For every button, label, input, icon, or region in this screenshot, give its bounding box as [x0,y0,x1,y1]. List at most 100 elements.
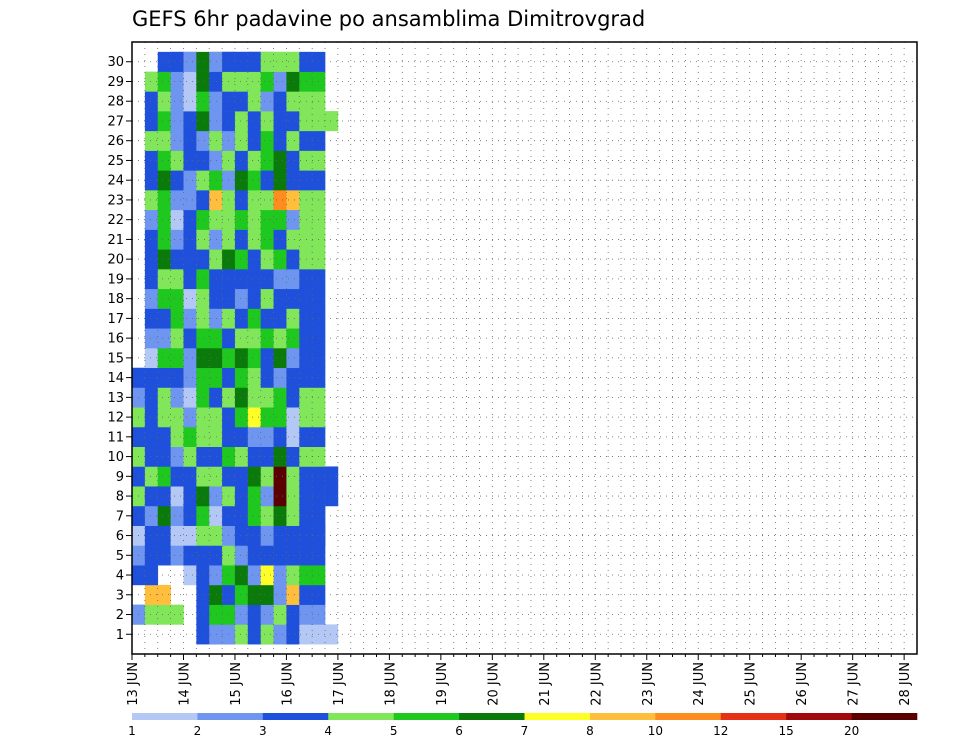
x-date-label: 18 JUN [383,662,398,706]
x-date-label: 16 JUN [280,662,295,706]
precip-cell [209,91,223,112]
precip-cell [183,426,197,448]
x-date-label: 27 JUN [847,662,862,706]
precip-cell [234,466,249,487]
colorbar-label: 3 [259,724,267,738]
y-tick-label: 19 [107,272,124,287]
colorbar-swatch [720,713,787,720]
x-date-label: 14 JUN [177,662,192,706]
x-date-label: 23 JUN [641,662,656,706]
x-date-label: 26 JUN [795,662,810,706]
y-tick-label: 7 [116,509,124,524]
precip-cell [234,525,249,546]
colorbar-label: 8 [586,724,594,738]
x-date-label: 17 JUN [332,662,347,706]
y-tick-label: 14 [107,371,124,386]
precip-cell [144,565,159,586]
colorbar-swatch [851,713,918,720]
precip-cell [157,288,184,309]
precip-cell [170,269,184,290]
precip-cell [196,466,210,487]
precip-cell [209,111,223,132]
y-tick-label: 24 [107,174,124,189]
precip-cell [170,466,184,487]
colorbar-swatch [786,713,852,720]
colorbar-label: 4 [324,724,332,738]
x-date-label: 21 JUN [538,662,553,706]
colorbar-label: 15 [779,724,794,738]
precip-cell [157,505,171,526]
colorbar-label: 20 [844,724,859,738]
y-tick-label: 2 [116,608,124,623]
precip-cell [209,308,223,329]
y-tick-label: 15 [107,351,124,366]
y-tick-label: 28 [107,95,124,110]
x-date-label: 15 JUN [229,662,244,706]
colorbar-label: 2 [194,724,202,738]
x-date-label: 19 JUN [435,662,450,706]
colorbar-swatch [393,713,460,720]
colorbar-label: 10 [648,724,663,738]
precip-cell [144,71,159,92]
colorbar-swatch [262,713,329,720]
colorbar-swatch [459,713,525,720]
y-tick-label: 26 [107,134,124,149]
grid-lines [131,42,917,654]
y-tick-label: 11 [107,430,124,445]
y-tick-label: 23 [107,193,124,208]
precip-cell [286,426,300,448]
precip-cell [144,328,159,349]
precip-cell [286,604,300,625]
x-date-label: 22 JUN [589,662,604,706]
precip-cell [196,584,210,605]
y-tick-label: 20 [107,253,124,268]
y-tick-label: 21 [107,233,124,248]
y-tick-label: 22 [107,213,124,228]
precip-cell [183,51,197,72]
x-date-label: 13 JUN [126,662,141,706]
x-date-label: 20 JUN [486,662,501,706]
y-tick-label: 16 [107,332,124,347]
y-tick-label: 29 [107,75,124,90]
precip-cell [286,624,300,645]
y-tick-label: 4 [116,569,124,584]
precip-cell [196,269,210,290]
y-tick-label: 1 [116,628,124,643]
x-axis: 13 JUN 14 JUN 15 JUN 16 JUN 17 JUN 18 JUN 19 J… [126,654,913,706]
x-date-label: 25 JUN [744,662,759,706]
colorbar-swatch [197,713,264,720]
y-axis: 1234567891011121314151617181920212223242… [107,55,132,643]
colorbar-label: 7 [521,724,529,738]
precip-cell [209,288,223,309]
y-tick-label: 9 [116,470,124,485]
y-tick-label: 3 [116,588,124,603]
colorbar-label: 5 [390,724,398,738]
plot-frame [131,41,918,655]
precip-cell [144,288,159,309]
colorbar-swatch [132,713,198,720]
precip-cell [183,190,197,211]
precip-cell [144,525,171,546]
y-tick-label: 6 [116,529,124,544]
y-tick-label: 30 [107,55,124,70]
colorbar-swatch [524,713,591,720]
y-tick-label: 27 [107,114,124,129]
precip-cell [144,111,159,132]
colorbar-label: 6 [455,724,463,738]
precip-cell [247,525,261,546]
y-tick-label: 12 [107,411,124,426]
precip-cell [183,229,197,250]
x-date-label: 24 JUN [692,662,707,706]
precip-cell [209,269,223,290]
precip-cell [144,348,159,369]
y-tick-label: 5 [116,549,124,564]
y-tick-label: 8 [116,490,124,505]
x-date-label: 28 JUN [898,662,913,706]
precip-cell [183,505,197,526]
colorbar-swatch [589,713,656,720]
y-tick-label: 10 [107,450,124,465]
precip-cells [132,51,339,645]
colorbar-swatch [655,713,722,720]
y-tick-label: 18 [107,292,124,307]
precip-cell [209,525,223,546]
